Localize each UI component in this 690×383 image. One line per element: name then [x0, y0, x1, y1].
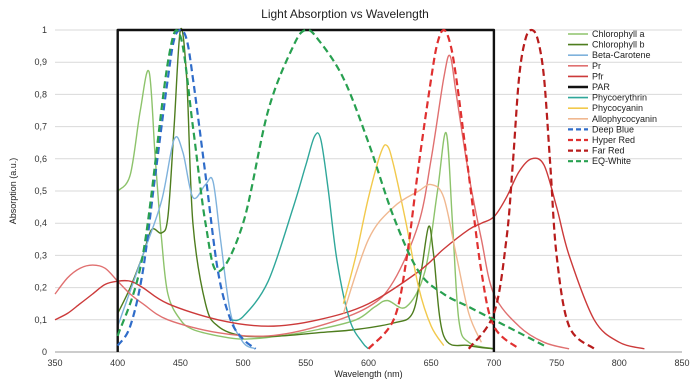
- legend-label-pr: Pr: [592, 61, 601, 71]
- x-tick-label: 750: [549, 358, 564, 368]
- x-axis-label: Wavelength (nm): [334, 369, 402, 379]
- legend-label-chlorophyll-a: Chlorophyll a: [592, 29, 645, 39]
- x-tick-label: 800: [612, 358, 627, 368]
- series-line-par: [116, 28, 496, 352]
- x-tick-label: 650: [424, 358, 439, 368]
- y-tick-label: 0,2: [34, 283, 47, 293]
- y-tick-label: 0,7: [34, 122, 47, 132]
- series-line-beta-carotene: [117, 136, 256, 350]
- series-line-hyper-red: [367, 28, 520, 350]
- y-tick-label: 0,1: [34, 315, 47, 325]
- series-lines: [54, 27, 645, 352]
- legend-label-pfr: Pfr: [592, 71, 604, 81]
- series-line-far-red: [467, 28, 595, 350]
- legend-label-beta-carotene: Beta-Carotene: [592, 50, 651, 60]
- series-line-phycocyanin: [342, 144, 445, 346]
- series-line-chlorophyll-b: [117, 27, 494, 350]
- y-tick-label: 0,3: [34, 250, 47, 260]
- y-tick-label: 1: [42, 25, 47, 35]
- y-tick-label: 0,6: [34, 154, 47, 164]
- legend-label-hyper-red: Hyper Red: [592, 135, 635, 145]
- x-tick-label: 700: [486, 358, 501, 368]
- legend-label-allophycocyanin: Allophycocyanin: [592, 114, 657, 124]
- x-tick-label: 400: [110, 358, 125, 368]
- x-tick-label: 550: [298, 358, 313, 368]
- x-tick-label: 600: [361, 358, 376, 368]
- y-axis-label: Absorption (a.u.): [8, 158, 18, 225]
- series-line-chlorophyll-a: [117, 69, 495, 350]
- legend-label-chlorophyll-b: Chlorophyll b: [592, 40, 645, 50]
- y-tick-labels: 0 0,1 0,2 0,3 0,4 0,5 0,6 0,7 0,8 0,9 1: [34, 25, 47, 357]
- y-tick-label: 0,5: [34, 186, 47, 196]
- series-line-allophycocyanin: [342, 183, 483, 343]
- legend-label-far-red: Far Red: [592, 146, 625, 156]
- chart-title: Light Absorption vs Wavelength: [261, 7, 429, 21]
- y-tick-label: 0: [42, 347, 47, 357]
- series-line-phycoerythrin: [230, 132, 370, 350]
- legend-label-phycoerythrin: Phycoerythrin: [592, 93, 647, 103]
- y-tick-label: 0,9: [34, 57, 47, 67]
- y-tick-label: 0,4: [34, 218, 47, 228]
- x-tick-label: 350: [47, 358, 62, 368]
- series-line-pr: [54, 54, 570, 350]
- x-tick-label: 850: [674, 358, 689, 368]
- y-tick-label: 0,8: [34, 89, 47, 99]
- legend-label-par: PAR: [592, 82, 610, 92]
- x-tick-labels: 350 400 450 500 550 600 650 700 750 800 850: [47, 358, 689, 368]
- legend-label-eq-white: EQ-White: [592, 156, 631, 166]
- x-tick-label: 500: [236, 358, 251, 368]
- series-line-eq-white: [116, 28, 545, 347]
- legend-label-phycocyanin: Phycocyanin: [592, 103, 643, 113]
- x-tick-label: 450: [173, 358, 188, 368]
- legend-label-deep-blue: Deep Blue: [592, 124, 634, 134]
